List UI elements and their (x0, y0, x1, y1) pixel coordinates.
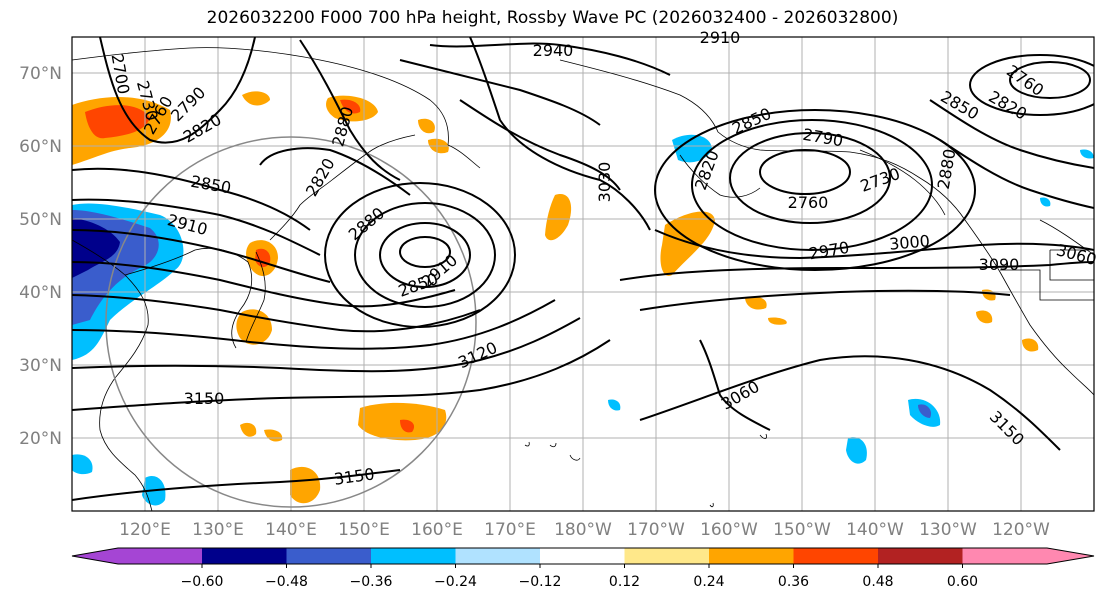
colorbar-tick-label: −0.24 (434, 574, 477, 590)
lon-label: 120°W (992, 520, 1050, 540)
anomaly-pos-small-6 (745, 296, 767, 310)
lon-label: 120°E (119, 520, 171, 540)
anomaly-shading (72, 91, 1094, 506)
gridlines (72, 37, 1094, 511)
lat-label: 50°N (19, 210, 62, 230)
lat-label: 40°N (19, 283, 62, 303)
anomaly-pos-central-core (400, 419, 415, 433)
colorbar-segment (455, 548, 540, 564)
lon-label: 160°E (411, 520, 463, 540)
lon-label: 140°W (846, 520, 904, 540)
colorbar-tick-label: −0.60 (181, 574, 224, 590)
lat-label: 30°N (19, 356, 62, 376)
height-contours (72, 37, 1094, 501)
colorbar-extend-high (1047, 548, 1094, 564)
colorbar-tick-label: 0.12 (609, 574, 640, 590)
lon-label: 150°W (773, 520, 831, 540)
contour-label: 3030 (595, 162, 614, 203)
contour-label: 3150 (184, 389, 225, 408)
lon-label: 140°E (265, 520, 317, 540)
contour-label: 2760 (788, 193, 829, 212)
colorbar-extend-low (72, 548, 118, 564)
anomaly-pos-small-8 (976, 310, 993, 324)
colorbar-segment (793, 548, 878, 564)
colorbar-segment (202, 548, 287, 564)
anomaly-pos-siberia-core (340, 99, 361, 114)
map-frame (71, 36, 1095, 512)
colorbar-segment (962, 548, 1047, 564)
colorbar-outline (71, 547, 1095, 565)
colorbar-tick-label: 0.36 (778, 574, 809, 590)
anomaly-pos-small-2 (418, 118, 435, 134)
colorbar-segment (118, 548, 202, 564)
anomaly-pos-small-10 (1022, 338, 1039, 352)
lon-label: 130°W (919, 520, 977, 540)
lon-label: 160°W (700, 520, 758, 540)
lat-label: 70°N (19, 64, 62, 84)
lat-label: 20°N (19, 429, 62, 449)
anomaly-neg-small-3 (1040, 197, 1051, 207)
colorbar: −0.60 −0.48 −0.36 −0.24 −0.12 0.12 0.24 … (71, 547, 1095, 590)
lon-label: 130°E (192, 520, 244, 540)
colorbar-tick-label: 0.60 (947, 574, 978, 590)
anomaly-pos-dateline (545, 194, 572, 241)
anomaly-pos-south (290, 466, 321, 504)
lon-label: 150°E (338, 520, 390, 540)
contour-label: 3000 (888, 231, 930, 253)
chart-title: 2026032200 F000 700 hPa height, Rossby W… (206, 8, 899, 28)
anomaly-pos-small-5 (264, 429, 283, 442)
colorbar-tick-label: −0.48 (265, 574, 308, 590)
anomaly-neg-small-2 (1080, 149, 1094, 159)
anomaly-pos-nw-core (85, 105, 150, 139)
contour-label: 2910 (700, 28, 741, 47)
anomaly-neg-hawaii-e (846, 437, 867, 464)
colorbar-segment (286, 548, 371, 564)
contour-label: 3090 (979, 255, 1020, 274)
colorbar-segment (878, 548, 963, 564)
colorbar-tick-label: 0.24 (693, 574, 724, 590)
colorbar-tick-label: −0.36 (350, 574, 393, 590)
colorbar-segment (624, 548, 709, 564)
anomaly-neg-alaska (672, 134, 712, 163)
lon-label: 170°W (627, 520, 685, 540)
latitude-labels: 70°N 60°N 50°N 40°N 30°N 20°N (19, 64, 62, 449)
colorbar-segment (540, 548, 625, 564)
colorbar-segment (709, 548, 794, 564)
focus-circle (105, 136, 477, 508)
anomaly-neg-east-core (918, 404, 932, 418)
colorbar-segment (371, 548, 456, 564)
lat-label: 60°N (19, 137, 62, 157)
contour-label: 2940 (533, 41, 574, 60)
longitude-labels: 120°E 130°E 140°E 150°E 160°E 170°E 180°… (119, 520, 1050, 540)
colorbar-tick-label: −0.12 (519, 574, 562, 590)
anomaly-pos-small-1 (242, 91, 270, 106)
colorbar-tick-label: 0.48 (862, 574, 893, 590)
lon-label: 180°W (554, 520, 612, 540)
anomaly-pos-small-4 (240, 422, 257, 437)
coastlines (72, 47, 1094, 511)
anomaly-neg-sw-1 (72, 454, 93, 475)
anomaly-pos-small-7 (768, 317, 787, 325)
lon-label: 170°E (484, 520, 536, 540)
anomaly-neg-small-1 (608, 399, 621, 411)
